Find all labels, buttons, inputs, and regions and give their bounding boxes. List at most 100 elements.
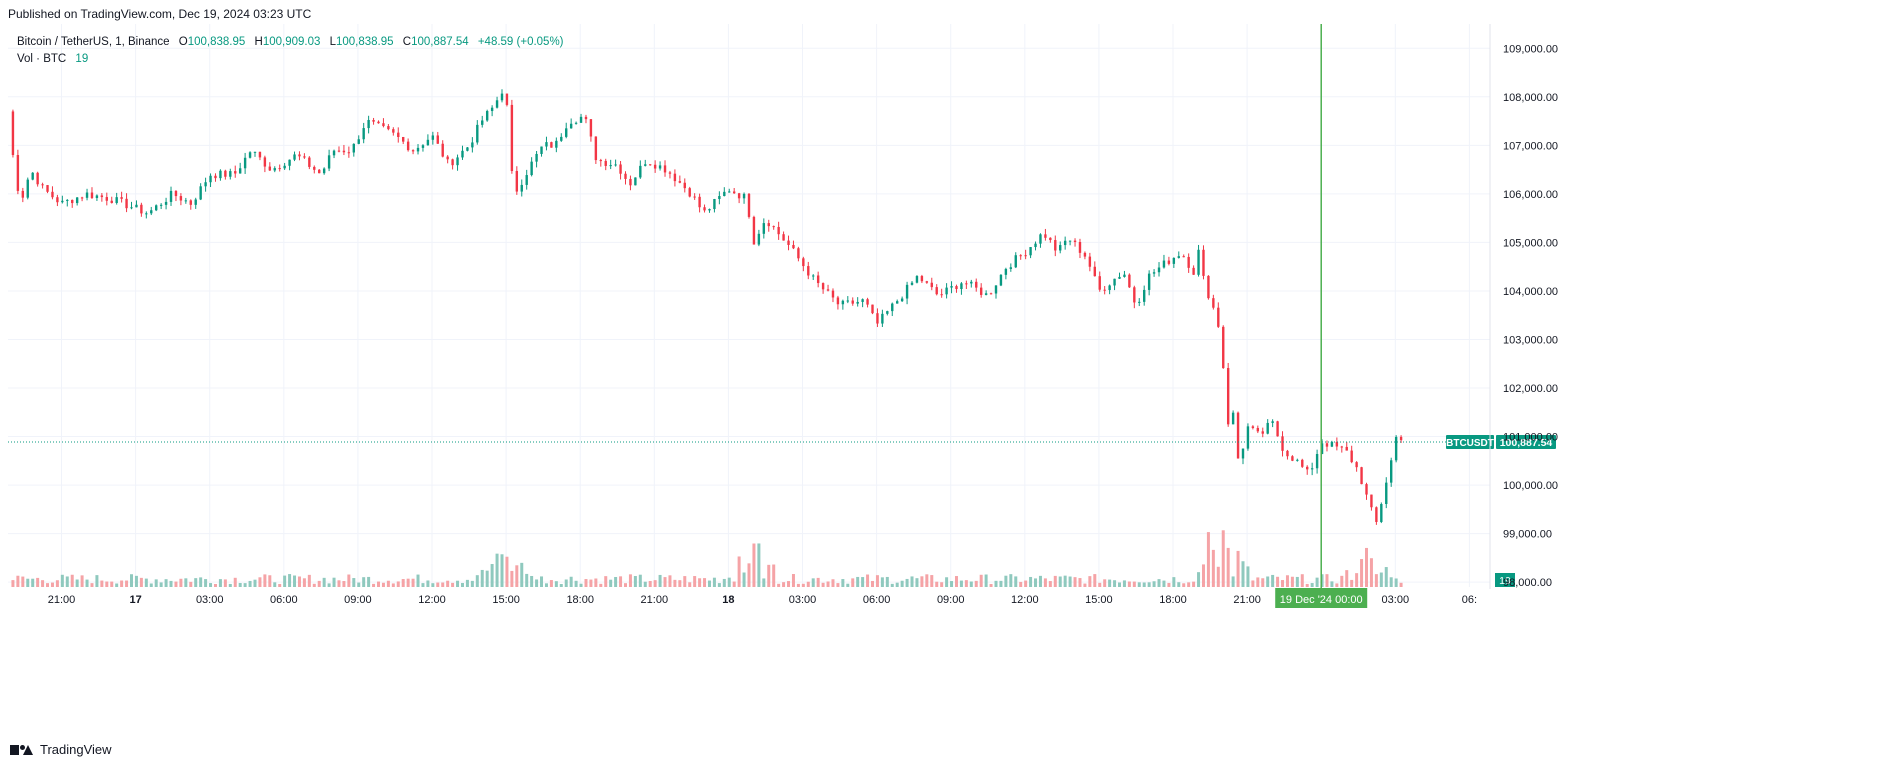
volume-bar [836, 583, 840, 587]
candle-body [1063, 240, 1067, 246]
candle-body [1113, 278, 1116, 286]
volume-bar [930, 575, 934, 587]
y-tick-label: 108,000.00 [1503, 92, 1558, 104]
volume-bar [959, 580, 963, 587]
candle-body [219, 170, 222, 179]
x-tick-label: 21:00 [48, 594, 76, 606]
candle-body [1029, 247, 1032, 256]
volume-bar [199, 577, 203, 587]
candle-body [1019, 255, 1022, 257]
candle-body [347, 152, 351, 154]
candle-body [807, 266, 810, 276]
volume-bar [900, 580, 904, 587]
chart-frame[interactable]: BTCUSDT 100,887.54 19 19 Dec '24 00:00 109,… [0, 24, 1882, 734]
high-value: 100,909.03 [262, 36, 321, 48]
volume-bar [134, 575, 138, 587]
candle-body [229, 171, 232, 177]
x-tick-label: 03:00 [1382, 594, 1410, 606]
volume-bar [945, 577, 949, 587]
candle-body [673, 173, 677, 182]
volume-bar [1325, 574, 1329, 587]
open-value: 100,838.95 [187, 36, 246, 48]
candle-body [100, 195, 104, 198]
volume-bar [1261, 578, 1265, 587]
candle-body [95, 195, 99, 198]
candle-body [881, 313, 884, 324]
volume-bar [525, 573, 529, 587]
candle-body [896, 301, 899, 304]
close-key: C [402, 36, 412, 48]
volume-badge-label: 19 [1499, 575, 1511, 587]
candle-body [490, 107, 494, 112]
volume-bar [70, 574, 74, 587]
volume-bar [1256, 577, 1260, 587]
candle-body [500, 93, 504, 101]
candle-body [61, 200, 64, 203]
volume-bar [1093, 574, 1097, 587]
volume-bar [1043, 578, 1047, 587]
candle-body [678, 181, 682, 183]
volume-bar [757, 543, 761, 587]
volume-label[interactable]: Vol · BTC [17, 53, 67, 65]
volume-bar [693, 576, 697, 587]
price-chart[interactable]: BTCUSDT 100,887.54 19 19 Dec '24 00:00 109,… [0, 24, 1882, 734]
volume-bar [406, 578, 410, 587]
volume-bar [480, 569, 484, 587]
candle-body [253, 151, 257, 153]
volume-bar [1384, 567, 1388, 587]
candle-body [999, 274, 1003, 286]
volume-bar [1162, 580, 1166, 587]
volume-bar [698, 578, 702, 587]
candle-body [965, 283, 968, 285]
volume-bar [885, 576, 889, 587]
axes[interactable]: 109,000.00 108,000.00 107,000.00 106,000.00… [48, 24, 1558, 606]
candle-body [930, 282, 933, 288]
candle-body [975, 281, 978, 288]
volume-bar [490, 564, 494, 587]
volume-bar [367, 576, 371, 587]
candle-body [308, 157, 311, 167]
candle-body [1088, 256, 1092, 267]
candle-body [337, 150, 341, 152]
candle-body [1256, 427, 1260, 432]
candle-body [713, 199, 716, 210]
volume-bar [60, 574, 64, 587]
candle-body [71, 199, 74, 204]
volume-bar [1285, 575, 1289, 587]
candle-body [619, 164, 622, 174]
volume-bar [520, 562, 524, 587]
candle-body [155, 205, 158, 211]
volume-bar [1038, 575, 1042, 587]
volume-bar [653, 580, 657, 587]
volume-bar [1271, 574, 1275, 587]
volume-bar [703, 578, 707, 587]
volume-bar [322, 577, 326, 587]
volume-bar [530, 575, 534, 587]
volume-bar [1216, 566, 1220, 587]
volume-bar [223, 579, 227, 587]
candle-body [362, 128, 365, 140]
volume-bar [36, 577, 40, 587]
candle-body [663, 165, 667, 173]
footer-brand[interactable]: TradingView [10, 742, 112, 757]
candle-body [762, 223, 766, 234]
x-tick-label: 15:00 [492, 594, 520, 606]
x-tick-label: 06:00 [270, 594, 298, 606]
candle-body [1310, 468, 1314, 470]
volume-bar [1276, 576, 1280, 587]
candle-body [693, 196, 696, 198]
volume-bar [826, 581, 830, 587]
candle-body [920, 276, 924, 282]
volume-bar [451, 582, 455, 587]
x-tick-label: 15:00 [1085, 594, 1113, 606]
candle-body [75, 197, 79, 204]
symbol-title[interactable]: Bitcoin / TetherUS, 1, Binance [17, 36, 170, 48]
volume-bar [1083, 583, 1087, 587]
candle-body [703, 207, 706, 211]
candle-body [550, 142, 553, 148]
candle-body [1241, 448, 1245, 459]
candle-body [994, 285, 998, 294]
candle-body [836, 297, 840, 305]
candle-body [653, 164, 657, 169]
volume-bar [283, 575, 287, 587]
